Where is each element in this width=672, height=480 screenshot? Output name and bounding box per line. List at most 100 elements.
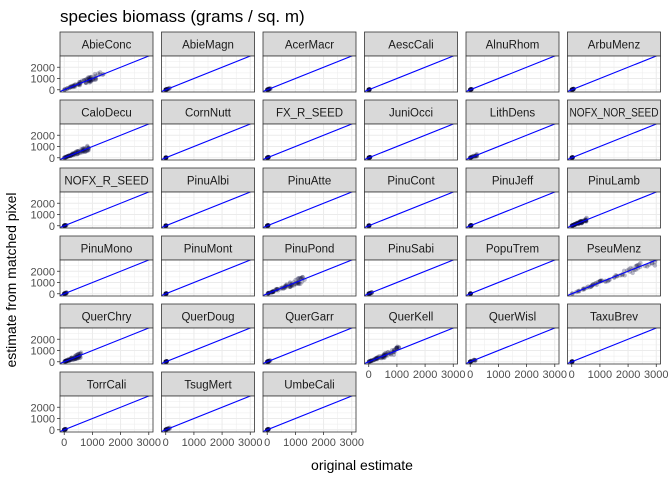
facet-strip (262, 99, 357, 125)
chart-title: species biomass (grams / sq. m) (60, 7, 305, 26)
facet-panel: CaloDecu (59, 99, 154, 161)
data-point (622, 273, 627, 278)
y-tick-label: 0 (49, 289, 55, 301)
panel-grid (263, 260, 356, 296)
panel-grid (466, 328, 559, 364)
y-tick-label: 1000 (31, 414, 55, 426)
panel-grid (161, 124, 255, 160)
panel-border (364, 191, 458, 229)
facet-label: PinuLamb (588, 176, 640, 188)
panel-border (567, 123, 661, 161)
identity-line (466, 192, 557, 228)
data-point (394, 345, 400, 351)
panel-grid (364, 260, 458, 296)
y-tick-label: 1000 (31, 210, 55, 222)
data-point (92, 71, 98, 77)
facet-strip (161, 303, 255, 329)
facet-strip (59, 99, 154, 125)
facet-panels: AbieConc AbieMagn AcerMacr AescCali AlnuRhom… (59, 31, 661, 433)
data-point (97, 70, 103, 75)
panel-border (161, 123, 255, 161)
facet-strip (262, 167, 357, 193)
data-point (293, 277, 298, 283)
y-tick-label: 0 (49, 85, 55, 97)
facet-strip (161, 99, 255, 125)
panel-grid (466, 124, 559, 160)
identity-line (364, 56, 455, 92)
identity-line (466, 328, 557, 364)
data-point (82, 149, 88, 155)
x-tick-label: 0 (163, 437, 169, 449)
identity-line (263, 260, 354, 296)
identity-line (364, 192, 455, 228)
panel-border (364, 55, 458, 93)
data-point (87, 80, 92, 85)
data-point (77, 355, 82, 361)
x-tick-label: 1000 (283, 437, 307, 449)
y-tick-label: 0 (49, 425, 55, 437)
panel-border (465, 191, 560, 229)
y-tick-label: 0 (49, 221, 55, 233)
x-tick-label: 3000 (441, 369, 465, 381)
panel-grid (161, 260, 255, 296)
data-point (300, 274, 305, 280)
panel-grid (364, 192, 458, 228)
x-tick-label: 0 (264, 437, 270, 449)
identity-line (567, 192, 658, 228)
panel-border (262, 123, 357, 161)
panel-border (567, 259, 661, 297)
data-point (394, 345, 400, 350)
data-point (88, 79, 94, 84)
facet-panel: NOFX_NOR_SEED (567, 99, 661, 161)
panel-border (59, 395, 154, 433)
data-point (84, 148, 90, 154)
facet-panel: PopuTrem (465, 235, 560, 297)
identity-line (567, 260, 658, 296)
y-tick-label: 2000 (31, 198, 55, 210)
facet-panel: QuerGarr (262, 303, 357, 365)
facet-panel: QuerKell (364, 303, 458, 365)
data-point (78, 355, 83, 360)
data-point (295, 276, 301, 282)
facet-label: ArbuMenz (588, 40, 641, 52)
panel-border (262, 327, 357, 365)
data-point (85, 143, 90, 149)
facet-panel: PinuCont (364, 167, 458, 229)
facet-strip (161, 167, 255, 193)
panel-border (364, 259, 458, 297)
facet-label: AcerMacr (285, 40, 334, 52)
identity-line (364, 124, 455, 160)
y-tick-label: 1000 (31, 346, 55, 358)
panel-grid (60, 124, 153, 160)
facet-label: PinuJeff (492, 176, 534, 188)
panel-border (567, 55, 661, 93)
facet-label: QuerGarr (285, 312, 334, 324)
facet-panel: AbieMagn (161, 31, 255, 93)
facet-panel: QuerDoug (161, 303, 255, 365)
facet-panel: CornNutt (161, 99, 255, 161)
facet-strip (465, 167, 560, 193)
data-point (393, 345, 399, 351)
y-tick-label: 2000 (31, 334, 55, 346)
data-point (382, 355, 387, 360)
facet-panel: UmbeCali (262, 371, 357, 433)
panel-grid (567, 124, 661, 160)
facet-panel: AescCali (364, 31, 458, 93)
facet-strip (262, 31, 357, 57)
facet-label: QuerWisl (489, 312, 536, 324)
data-point (630, 270, 635, 276)
panel-grid (161, 192, 255, 228)
x-tick-label: 3000 (340, 437, 364, 449)
panel-border (59, 191, 154, 229)
panel-border (59, 327, 154, 365)
facet-panel: QuerChry (59, 303, 154, 365)
identity-line (466, 124, 557, 160)
panel-border (465, 327, 560, 365)
facet-strip (59, 167, 154, 193)
data-point (296, 275, 301, 281)
facet-label: PinuMono (81, 244, 133, 256)
panel-border (262, 259, 357, 297)
panel-border (161, 191, 255, 229)
y-tick-label: 2000 (31, 402, 55, 414)
